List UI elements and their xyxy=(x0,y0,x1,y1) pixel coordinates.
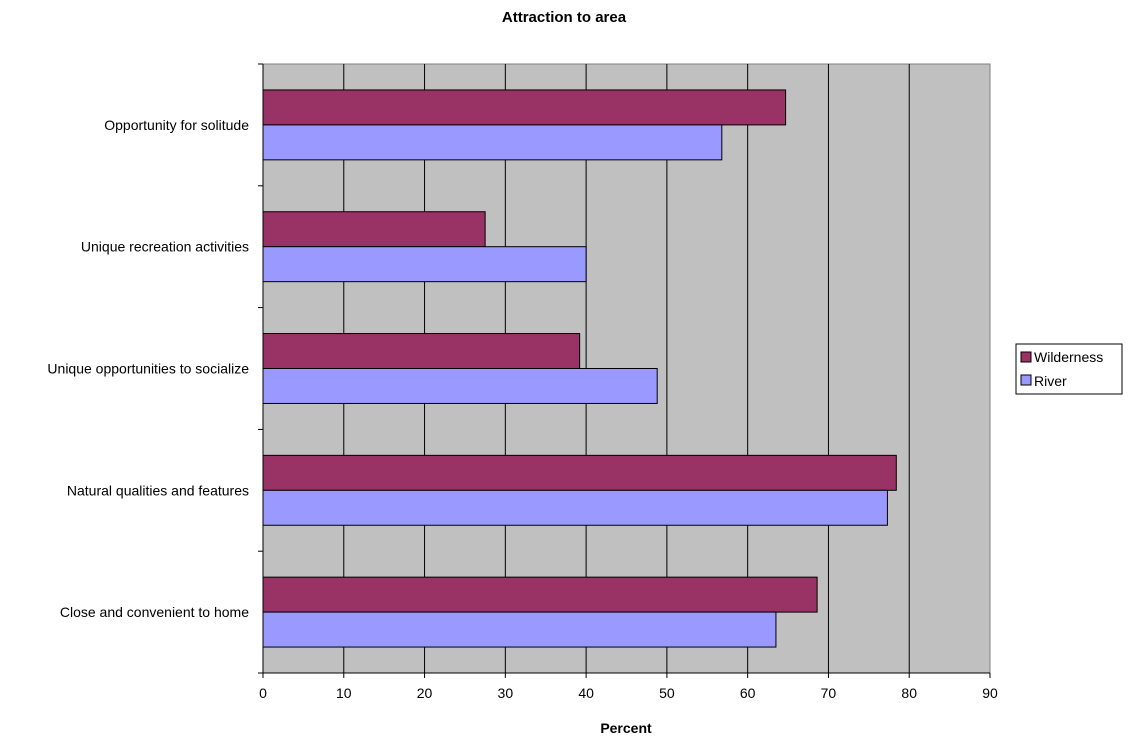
x-tick-label: 40 xyxy=(578,685,594,701)
category-label: Natural qualities and features xyxy=(67,482,249,498)
x-tick-label: 20 xyxy=(417,685,433,701)
x-tick-label: 30 xyxy=(498,685,514,701)
x-tick-label: 90 xyxy=(982,685,998,701)
legend-label-river: River xyxy=(1034,373,1067,389)
x-tick-label: 10 xyxy=(336,685,352,701)
x-tick-label: 50 xyxy=(659,685,675,701)
bar-river xyxy=(262,489,888,526)
bar-wilderness xyxy=(262,211,486,248)
legend-swatch-river xyxy=(1020,374,1032,386)
bar-wilderness xyxy=(262,89,787,126)
chart-title: Attraction to area xyxy=(502,9,627,26)
category-labels: Opportunity for solitude Unique recreatio… xyxy=(47,117,249,620)
bar-wilderness xyxy=(262,576,818,613)
category-label: Unique recreation activities xyxy=(81,239,249,255)
x-axis-title: Percent xyxy=(600,720,652,736)
legend-label-wilderness: Wilderness xyxy=(1034,349,1103,365)
bar-river xyxy=(262,368,658,404)
bar-river xyxy=(262,124,723,161)
x-tick-label: 0 xyxy=(259,685,267,701)
bar-wilderness xyxy=(262,333,581,369)
bar-river xyxy=(262,246,587,283)
category-label: Close and convenient to home xyxy=(60,604,249,620)
bars xyxy=(262,89,897,648)
x-tick-label: 80 xyxy=(901,685,917,701)
gridlines xyxy=(343,64,910,673)
legend: Wilderness River xyxy=(1015,343,1123,395)
category-label: Unique opportunities to socialize xyxy=(47,361,249,377)
x-tick-labels: 0 10 20 30 40 50 60 70 80 90 xyxy=(259,685,998,701)
bar-river xyxy=(262,611,777,648)
x-tick-label: 70 xyxy=(821,685,837,701)
bar-wilderness xyxy=(262,454,897,491)
legend-swatch-wilderness xyxy=(1020,351,1032,363)
legend-box xyxy=(1015,343,1123,395)
x-tick-label: 60 xyxy=(740,685,756,701)
axes xyxy=(258,63,991,678)
category-label: Opportunity for solitude xyxy=(104,117,249,133)
